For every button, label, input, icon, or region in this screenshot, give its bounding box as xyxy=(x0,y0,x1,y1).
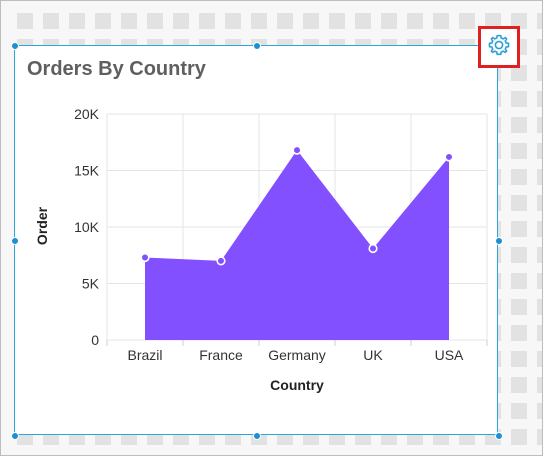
grid-cell xyxy=(485,13,501,29)
grid-cell xyxy=(537,429,542,445)
grid-cell xyxy=(537,91,542,107)
resize-handle[interactable] xyxy=(253,42,261,50)
x-tick-label: Germany xyxy=(268,347,326,363)
x-tick-label: France xyxy=(199,347,243,363)
grid-cell xyxy=(537,247,542,263)
grid-cell xyxy=(511,247,527,263)
grid-cell xyxy=(537,377,542,393)
grid-cell xyxy=(225,13,241,29)
grid-cell xyxy=(95,13,111,29)
y-tick-label: 0 xyxy=(91,332,99,348)
grid-cell xyxy=(511,273,527,289)
chart-area-series xyxy=(145,150,449,340)
grid-cell xyxy=(537,39,542,55)
grid-cell xyxy=(121,13,137,29)
x-axis-label: Country xyxy=(270,377,324,393)
grid-cell xyxy=(511,195,527,211)
grid-cell xyxy=(511,299,527,315)
gear-icon xyxy=(486,32,512,63)
x-tick-label: UK xyxy=(363,347,383,363)
grid-cell xyxy=(511,65,527,81)
grid-cell xyxy=(355,13,371,29)
x-tick-label: USA xyxy=(435,347,464,363)
grid-cell xyxy=(511,13,527,29)
data-point-usa xyxy=(444,152,454,162)
y-axis-label: Order xyxy=(34,206,50,245)
grid-cell xyxy=(537,351,542,367)
grid-cell xyxy=(251,13,267,29)
widget-title: Orders By Country xyxy=(27,58,206,80)
grid-cell xyxy=(173,13,189,29)
resize-handle[interactable] xyxy=(11,432,19,440)
resize-handle[interactable] xyxy=(495,432,503,440)
x-axis-ticks: Brazil France Germany UK USA xyxy=(127,347,464,363)
grid-cell xyxy=(407,13,423,29)
grid-cell xyxy=(199,13,215,29)
y-tick-label: 20K xyxy=(74,106,100,122)
x-tick-label: Brazil xyxy=(127,347,162,363)
grid-cell xyxy=(537,169,542,185)
y-axis-ticks: 0 5K 10K 15K 20K xyxy=(74,106,100,348)
grid-cell xyxy=(511,351,527,367)
grid-cell xyxy=(511,221,527,237)
grid-cell xyxy=(511,117,527,133)
grid-cell xyxy=(69,13,85,29)
data-point-france xyxy=(216,256,226,266)
grid-cell xyxy=(537,299,542,315)
grid-cell xyxy=(147,13,163,29)
chart-widget[interactable]: Orders By Country 0 5K 10K 15K 20K Brazil Fra… xyxy=(11,42,503,440)
grid-cell xyxy=(537,221,542,237)
area-series-fill xyxy=(145,150,449,340)
grid-cell xyxy=(511,91,527,107)
grid-cell xyxy=(511,143,527,159)
resize-handle[interactable] xyxy=(11,237,19,245)
grid-cell xyxy=(537,143,542,159)
grid-cell xyxy=(511,403,527,419)
grid-cell xyxy=(537,13,542,29)
grid-cell xyxy=(511,169,527,185)
grid-cell xyxy=(537,273,542,289)
grid-cell xyxy=(329,13,345,29)
grid-cell xyxy=(537,65,542,81)
data-point-germany xyxy=(292,145,302,155)
grid-cell xyxy=(381,13,397,29)
grid-cell xyxy=(537,195,542,211)
resize-handle[interactable] xyxy=(11,42,19,50)
y-tick-label: 5K xyxy=(82,276,100,292)
resize-handle[interactable] xyxy=(495,237,503,245)
y-tick-label: 15K xyxy=(74,163,100,179)
grid-cell xyxy=(17,13,33,29)
data-point-brazil xyxy=(140,252,150,263)
settings-button[interactable] xyxy=(478,26,520,68)
grid-cell xyxy=(277,13,293,29)
chart-points xyxy=(140,145,454,266)
grid-cell xyxy=(303,13,319,29)
grid-cell xyxy=(433,13,449,29)
grid-cell xyxy=(537,403,542,419)
grid-cell xyxy=(459,13,475,29)
grid-cell xyxy=(537,117,542,133)
grid-cell xyxy=(511,377,527,393)
grid-cell xyxy=(511,429,527,445)
grid-cell xyxy=(511,325,527,341)
grid-cell xyxy=(537,325,542,341)
grid-cell xyxy=(43,13,59,29)
area-chart: 0 5K 10K 15K 20K Brazil France Germany UK USA Or… xyxy=(34,106,488,393)
data-point-uk xyxy=(368,243,378,254)
resize-handle[interactable] xyxy=(253,432,261,440)
y-tick-label: 10K xyxy=(74,219,100,235)
